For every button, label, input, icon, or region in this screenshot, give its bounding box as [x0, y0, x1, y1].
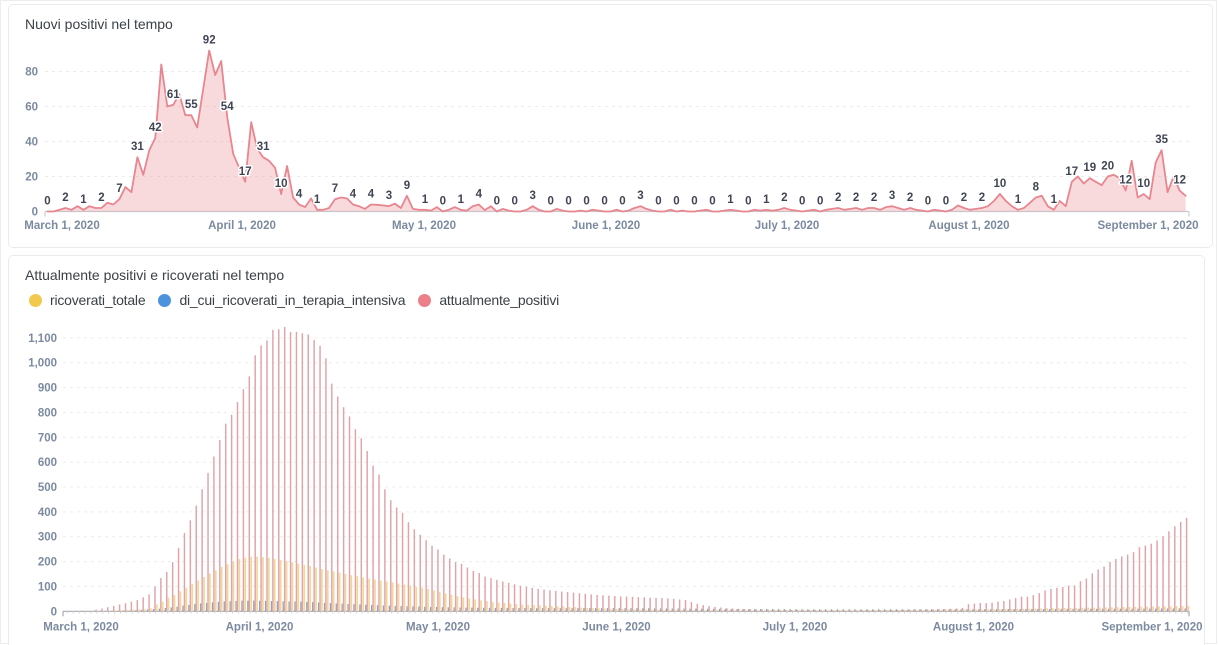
svg-text:April 1, 2020: April 1, 2020 — [226, 622, 294, 634]
svg-text:0: 0 — [673, 196, 679, 208]
svg-text:19: 19 — [1083, 162, 1096, 174]
svg-text:0: 0 — [565, 196, 571, 208]
svg-text:10: 10 — [275, 178, 288, 190]
svg-text:1,000: 1,000 — [28, 358, 57, 370]
svg-text:3: 3 — [637, 190, 643, 202]
svg-text:0: 0 — [601, 196, 607, 208]
svg-text:0: 0 — [691, 196, 697, 208]
svg-text:42: 42 — [149, 122, 162, 134]
svg-text:0: 0 — [583, 196, 589, 208]
svg-text:0: 0 — [817, 196, 823, 208]
svg-text:2: 2 — [979, 192, 985, 204]
svg-text:800: 800 — [38, 408, 57, 420]
svg-text:80: 80 — [25, 67, 38, 79]
svg-text:0: 0 — [44, 196, 50, 208]
svg-text:61: 61 — [167, 89, 180, 101]
svg-text:17: 17 — [239, 166, 252, 178]
svg-text:2: 2 — [871, 192, 877, 204]
svg-text:September 1, 2020: September 1, 2020 — [1101, 622, 1202, 634]
svg-text:September 1, 2020: September 1, 2020 — [1097, 220, 1198, 232]
svg-text:March 1, 2020: March 1, 2020 — [43, 622, 118, 634]
svg-text:7: 7 — [332, 183, 338, 195]
svg-text:1: 1 — [314, 194, 321, 206]
svg-text:100: 100 — [38, 581, 57, 593]
svg-text:10: 10 — [994, 178, 1007, 190]
svg-text:12: 12 — [1119, 175, 1132, 187]
svg-text:0: 0 — [32, 207, 38, 219]
svg-text:0: 0 — [511, 196, 517, 208]
svg-text:0: 0 — [943, 196, 949, 208]
svg-text:400: 400 — [38, 507, 57, 519]
svg-text:2: 2 — [62, 192, 68, 204]
svg-text:July 1, 2020: July 1, 2020 — [755, 220, 820, 232]
svg-text:4: 4 — [476, 189, 483, 201]
svg-text:35: 35 — [1155, 134, 1168, 146]
svg-text:1: 1 — [1051, 194, 1058, 206]
svg-text:300: 300 — [38, 532, 57, 544]
svg-text:0: 0 — [547, 196, 553, 208]
svg-text:1: 1 — [422, 194, 429, 206]
svg-text:20: 20 — [1101, 161, 1114, 173]
svg-text:60: 60 — [25, 102, 38, 114]
svg-text:August 1, 2020: August 1, 2020 — [933, 622, 1014, 634]
svg-text:1,100: 1,100 — [28, 333, 57, 345]
svg-text:17: 17 — [1065, 166, 1078, 178]
svg-text:12: 12 — [1173, 175, 1186, 187]
svg-text:August 1, 2020: August 1, 2020 — [928, 220, 1009, 232]
svg-text:1: 1 — [1015, 194, 1022, 206]
svg-text:54: 54 — [221, 101, 234, 113]
svg-text:500: 500 — [38, 482, 57, 494]
svg-text:3: 3 — [386, 190, 392, 202]
svg-text:0: 0 — [440, 196, 446, 208]
svg-text:May 1, 2020: May 1, 2020 — [406, 622, 470, 634]
svg-text:31: 31 — [257, 141, 270, 153]
svg-text:3: 3 — [529, 190, 535, 202]
svg-text:March 1, 2020: March 1, 2020 — [24, 220, 99, 232]
svg-text:1: 1 — [458, 194, 465, 206]
svg-text:0: 0 — [51, 606, 57, 618]
svg-text:7: 7 — [116, 183, 122, 195]
svg-text:0: 0 — [799, 196, 805, 208]
svg-text:May 1, 2020: May 1, 2020 — [392, 220, 456, 232]
svg-text:April 1, 2020: April 1, 2020 — [208, 220, 276, 232]
svg-text:2: 2 — [781, 192, 787, 204]
svg-text:0: 0 — [925, 196, 931, 208]
svg-text:2: 2 — [907, 192, 913, 204]
svg-text:40: 40 — [25, 137, 38, 149]
svg-text:2: 2 — [853, 192, 859, 204]
svg-text:2: 2 — [98, 192, 104, 204]
svg-text:June 1, 2020: June 1, 2020 — [572, 220, 640, 232]
svg-text:0: 0 — [494, 196, 500, 208]
svg-text:2: 2 — [961, 192, 967, 204]
svg-text:200: 200 — [38, 557, 57, 569]
svg-text:0: 0 — [709, 196, 715, 208]
svg-text:2: 2 — [835, 192, 841, 204]
svg-text:June 1, 2020: June 1, 2020 — [582, 622, 650, 634]
svg-text:92: 92 — [203, 35, 216, 47]
svg-text:July 1, 2020: July 1, 2020 — [763, 622, 828, 634]
svg-text:900: 900 — [38, 383, 57, 395]
svg-text:4: 4 — [296, 189, 303, 201]
svg-text:8: 8 — [1033, 182, 1040, 194]
svg-text:1: 1 — [80, 194, 87, 206]
svg-text:0: 0 — [655, 196, 661, 208]
svg-text:31: 31 — [131, 141, 144, 153]
svg-text:1: 1 — [727, 194, 734, 206]
svg-text:0: 0 — [619, 196, 625, 208]
svg-text:4: 4 — [350, 189, 357, 201]
svg-text:700: 700 — [38, 432, 57, 444]
svg-text:9: 9 — [404, 180, 410, 192]
svg-text:20: 20 — [25, 172, 38, 184]
svg-text:55: 55 — [185, 99, 198, 111]
svg-text:1: 1 — [763, 194, 770, 206]
svg-text:600: 600 — [38, 457, 57, 469]
svg-text:0: 0 — [745, 196, 751, 208]
svg-text:10: 10 — [1137, 178, 1150, 190]
svg-text:3: 3 — [889, 190, 895, 202]
svg-text:4: 4 — [368, 189, 375, 201]
